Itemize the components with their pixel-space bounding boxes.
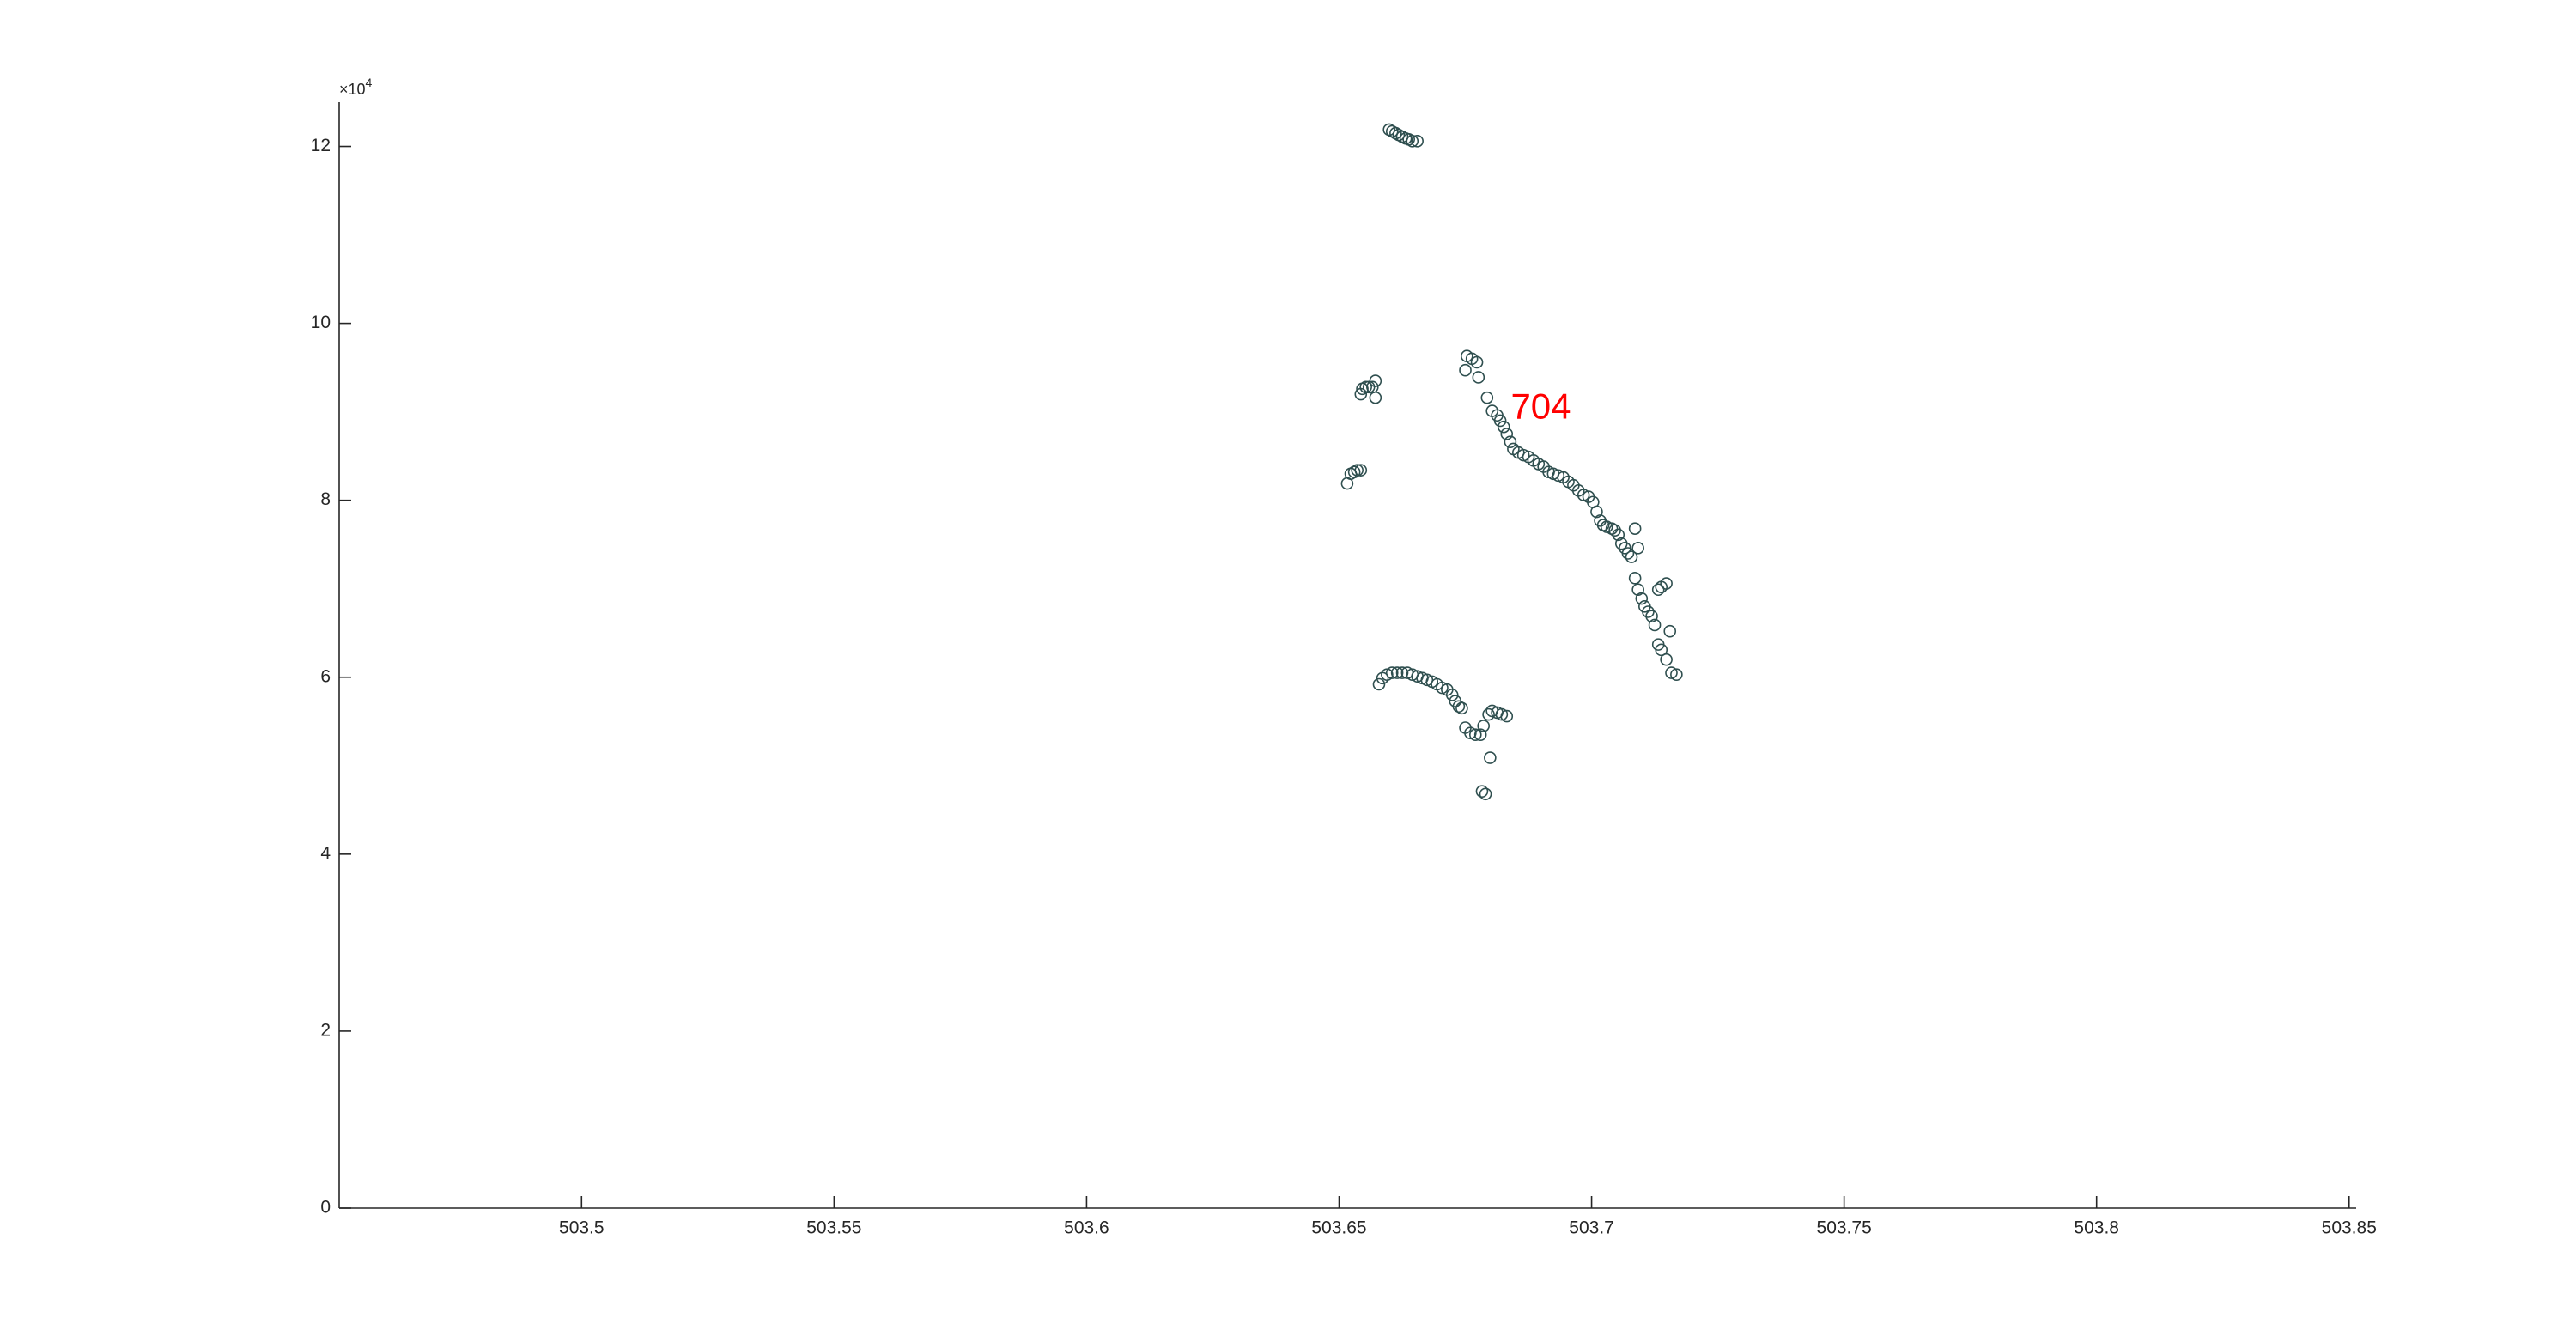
scatter-point <box>1385 666 1399 679</box>
x-tick-label: 503.85 <box>2322 1218 2377 1238</box>
x-tick-label: 503.6 <box>1064 1218 1109 1238</box>
y-exponent: ×104 <box>339 76 373 98</box>
scatter-point <box>1628 522 1642 535</box>
y-tick-label: 2 <box>320 1020 331 1040</box>
scatter-point <box>1472 371 1485 384</box>
scatter-point <box>1475 785 1489 798</box>
scatter-point <box>1631 583 1644 597</box>
scatter-point <box>1645 610 1658 622</box>
scatter-point <box>1648 618 1662 632</box>
x-tick-label: 503.8 <box>2074 1218 2119 1238</box>
scatter-point <box>1445 689 1459 701</box>
scatter-point <box>1473 728 1487 742</box>
scatter-point <box>1635 592 1649 605</box>
scatter-point <box>1660 653 1673 666</box>
scatter-point <box>1497 420 1510 434</box>
scatter-point <box>1590 505 1603 519</box>
scatter-point <box>1663 624 1677 638</box>
scatter-point <box>1362 380 1376 394</box>
scatter-point <box>1477 720 1491 732</box>
scatter-point <box>1369 374 1382 387</box>
scatter-point <box>1459 363 1472 377</box>
scatter-point <box>1395 666 1409 679</box>
scatter-point <box>1500 709 1514 723</box>
scatter-point <box>1482 707 1495 721</box>
scatter-point <box>1612 528 1625 542</box>
scatter-point <box>1484 751 1497 764</box>
scatter-point <box>1354 464 1368 477</box>
scatter-point <box>1516 448 1530 462</box>
scatter-point <box>1614 537 1628 550</box>
scatter-point <box>1372 677 1386 691</box>
scatter-point <box>1631 542 1644 555</box>
scatter-point <box>1642 605 1655 618</box>
scatter-point <box>1600 520 1613 533</box>
scatter-point <box>1389 126 1402 140</box>
y-tick-label: 8 <box>320 489 331 509</box>
scatter-point <box>1651 583 1665 597</box>
scatter-point <box>1351 464 1364 477</box>
scatter-point <box>1369 391 1382 404</box>
scatter-point <box>1500 428 1514 440</box>
annotation: 704 <box>1510 386 1571 427</box>
x-tick-label: 503.75 <box>1817 1218 1872 1238</box>
scatter-point <box>1628 572 1642 585</box>
scatter-point <box>1552 469 1565 483</box>
scatter-point <box>1452 700 1466 714</box>
scatter-point <box>1464 726 1477 739</box>
scatter-point <box>1406 135 1419 148</box>
scatter-point <box>1479 787 1492 801</box>
y-exponent-base: ×10 <box>339 81 366 98</box>
x-tick-label: 503.65 <box>1311 1218 1366 1238</box>
scatter-point <box>1455 701 1468 715</box>
scatter-point <box>1660 577 1673 590</box>
scatter-point <box>1480 391 1494 404</box>
scatter-point <box>1665 666 1678 679</box>
x-tick-label: 503.7 <box>1569 1218 1614 1238</box>
scatter-point <box>1495 707 1509 721</box>
x-tick-label: 503.55 <box>806 1218 861 1238</box>
scatter-point <box>1390 666 1404 679</box>
scatter-point <box>1655 643 1668 657</box>
scatter-point <box>1670 668 1683 681</box>
scatter-point <box>1605 522 1619 535</box>
y-tick-label: 10 <box>311 313 331 332</box>
scatter-point <box>1382 123 1396 137</box>
scatter-point <box>1420 673 1434 687</box>
scatter-point <box>1504 435 1517 448</box>
scatter-point <box>1577 489 1590 501</box>
y-tick-label: 0 <box>320 1198 331 1218</box>
scatter-point <box>1608 524 1621 537</box>
scatter-point <box>1381 668 1394 681</box>
scatter-point <box>1359 380 1372 394</box>
scatter-point <box>1625 550 1638 563</box>
y-tick-label: 6 <box>320 666 331 686</box>
y-tick-label: 12 <box>311 136 331 155</box>
scatter-point <box>1347 465 1361 479</box>
y-exponent-power: 4 <box>366 76 373 89</box>
scatter-point <box>1621 547 1635 560</box>
scatter-point <box>1470 355 1484 369</box>
x-tick-label: 503.5 <box>559 1218 605 1238</box>
scatter-point <box>1411 135 1424 148</box>
scatter-point <box>1493 414 1507 428</box>
scatter-point <box>1468 728 1482 742</box>
scatter-point <box>1436 681 1449 695</box>
y-tick-label: 4 <box>320 843 331 863</box>
